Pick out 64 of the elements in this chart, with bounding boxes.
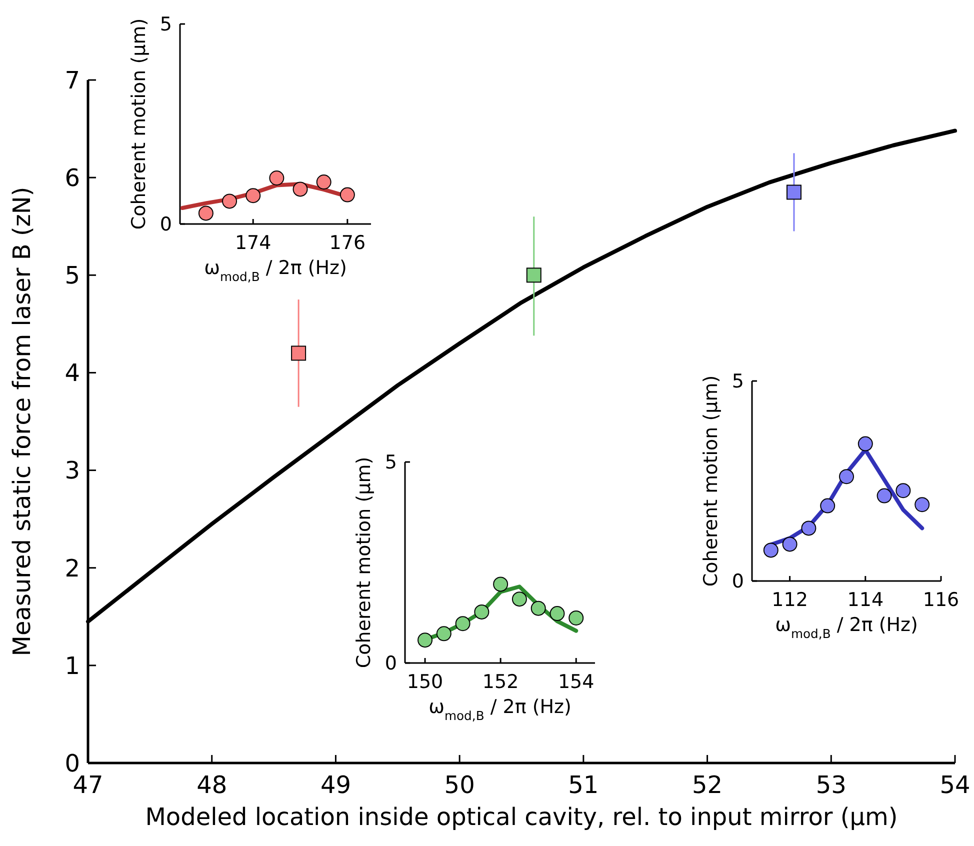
point (222, 194, 238, 209)
x-tick-label: 48 (196, 771, 228, 799)
point (474, 604, 490, 620)
x-tick-label: 50 (444, 771, 475, 799)
x-tick-label: 152 (482, 671, 519, 693)
y-tick-label: 0 (160, 214, 172, 236)
y-axis-title: Coherent motion (μm) (700, 375, 722, 587)
point (246, 188, 261, 204)
point (512, 592, 527, 607)
x-tick-label: 116 (922, 589, 960, 611)
point (801, 520, 816, 536)
x-axis-title: ω$_{mod,B}$ / 2π (Hz) (428, 696, 572, 723)
y-tick-label: 0 (384, 652, 397, 675)
y-tick-label: 5 (160, 14, 172, 36)
y-tick-label: 1 (64, 652, 80, 680)
y-axis-title: Coherent motion (μm) (128, 18, 150, 230)
point (340, 187, 355, 202)
x-tick-label: 176 (329, 232, 366, 254)
point (526, 268, 542, 283)
point (455, 616, 470, 632)
x-tick-label: 112 (772, 589, 808, 611)
x-axis-title: Modeled location inside optical cavity, rel. to input mirror (μm) (145, 803, 898, 831)
x-tick-label: 150 (406, 671, 444, 693)
point (839, 469, 854, 484)
x-tick-label: 54 (940, 771, 970, 799)
y-tick-label: 5 (384, 452, 397, 474)
point (418, 632, 433, 648)
point (896, 483, 911, 498)
x-tick-label: 49 (320, 771, 351, 799)
point (269, 170, 284, 186)
point (858, 436, 873, 452)
y-axis-title: Measured static force from laser B (zN) (8, 186, 36, 656)
y-tick-label: 5 (64, 262, 80, 290)
x-tick-label: 154 (558, 671, 594, 693)
point (820, 498, 836, 514)
y-tick-label: 7 (64, 66, 80, 94)
point (198, 206, 214, 221)
y-tick-label: 5 (732, 370, 744, 393)
point (530, 600, 546, 616)
y-axis-title: Coherent motion (μm) (353, 456, 375, 668)
y-tick-label: 0 (732, 570, 744, 593)
x-axis-title: ω$_{mod,B}$ / 2π (Hz) (204, 257, 347, 284)
point (493, 576, 508, 592)
y-tick-label: 4 (64, 359, 80, 388)
y-tick-label: 2 (64, 554, 80, 582)
x-axis-title: ω$_{mod,B}$ / 2π (Hz) (775, 614, 918, 641)
x-tick-label: 114 (847, 589, 884, 611)
point (291, 346, 306, 361)
point (763, 542, 778, 558)
point (292, 182, 308, 197)
point (786, 184, 802, 200)
point (436, 626, 452, 642)
point (316, 174, 332, 190)
y-tick-label: 3 (64, 456, 80, 485)
x-tick-label: 174 (234, 232, 272, 254)
point (550, 606, 565, 622)
point (914, 497, 930, 512)
y-tick-label: 6 (64, 164, 80, 192)
point (782, 536, 798, 552)
point (876, 488, 892, 504)
x-tick-label: 53 (816, 771, 846, 799)
x-tick-label: 51 (568, 771, 599, 799)
point (568, 610, 584, 626)
x-tick-label: 52 (692, 771, 723, 799)
